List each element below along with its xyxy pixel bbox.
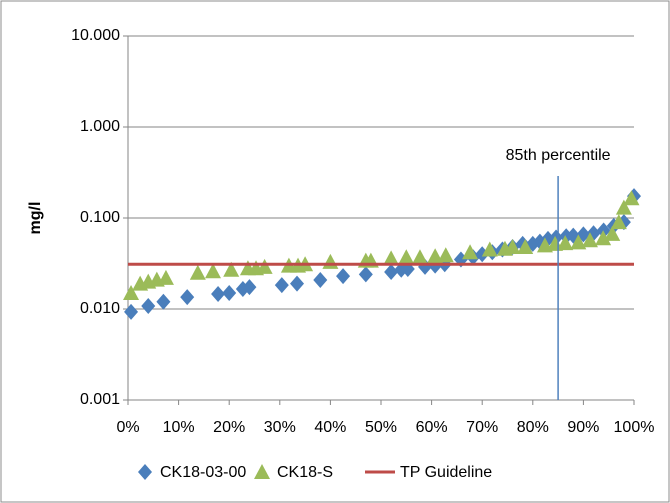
- diamond-marker: [180, 289, 195, 306]
- x-tick-label: 20%: [213, 419, 245, 436]
- triangle-marker: [437, 247, 454, 263]
- diamond-marker: [336, 268, 351, 285]
- x-tick-label: 50%: [365, 419, 397, 436]
- y-tick-label: 0.010: [80, 300, 120, 317]
- triangle-marker: [256, 258, 273, 274]
- diamond-marker: [274, 277, 289, 294]
- diamond-marker: [358, 266, 373, 283]
- x-tick-label: 70%: [466, 419, 498, 436]
- triangle-marker: [123, 284, 140, 300]
- x-tick-label: 60%: [416, 419, 448, 436]
- triangle-marker: [157, 269, 174, 285]
- diamond-marker: [290, 275, 305, 292]
- y-tick-label: 1.000: [80, 118, 120, 135]
- triangle-marker: [427, 248, 444, 264]
- diamond-marker: [138, 464, 152, 480]
- x-tick-label: 100%: [614, 419, 655, 436]
- x-tick-label: 30%: [264, 419, 296, 436]
- legend-label: CK18-03-00: [160, 464, 246, 481]
- diamond-marker: [596, 222, 611, 239]
- diamond-marker: [124, 303, 139, 320]
- triangle-marker: [615, 199, 632, 215]
- triangle-marker: [610, 214, 627, 230]
- legend-label: TP Guideline: [400, 464, 492, 481]
- diamond-marker: [222, 284, 237, 301]
- diamond-marker: [384, 264, 399, 281]
- legend-label: CK18-S: [277, 464, 333, 481]
- x-tick-label: 90%: [567, 419, 599, 436]
- diamond-marker: [211, 286, 226, 303]
- triangle-marker: [383, 250, 400, 266]
- triangle-marker: [205, 263, 222, 279]
- triangle-marker: [481, 241, 498, 257]
- triangle-marker: [189, 264, 206, 280]
- triangle-marker: [411, 249, 428, 265]
- x-tick-label: 10%: [163, 419, 195, 436]
- triangle-marker: [254, 464, 270, 479]
- triangle-marker: [581, 232, 598, 248]
- x-tick-label: 40%: [314, 419, 346, 436]
- y-axis-label: mg/l: [27, 202, 44, 235]
- x-tick-label: 80%: [517, 419, 549, 436]
- triangle-marker: [595, 230, 612, 246]
- diamond-marker: [156, 293, 171, 310]
- triangle-marker: [462, 244, 479, 260]
- triangle-marker: [557, 235, 574, 251]
- y-tick-label: 10.000: [71, 27, 120, 44]
- y-tick-label: 0.001: [80, 391, 120, 408]
- triangle-marker: [398, 249, 415, 265]
- y-tick-label: 0.100: [80, 209, 120, 226]
- triangle-marker: [623, 190, 640, 206]
- diamond-marker: [141, 297, 156, 314]
- triangle-marker: [604, 225, 621, 241]
- triangle-marker: [504, 239, 521, 255]
- diamond-marker: [313, 272, 328, 289]
- annotation: 85th percentile: [506, 147, 611, 164]
- triangle-marker: [223, 261, 240, 277]
- x-tick-label: 0%: [116, 419, 139, 436]
- triangle-marker: [570, 234, 587, 250]
- diamond-marker: [242, 279, 257, 296]
- triangle-marker: [517, 239, 534, 255]
